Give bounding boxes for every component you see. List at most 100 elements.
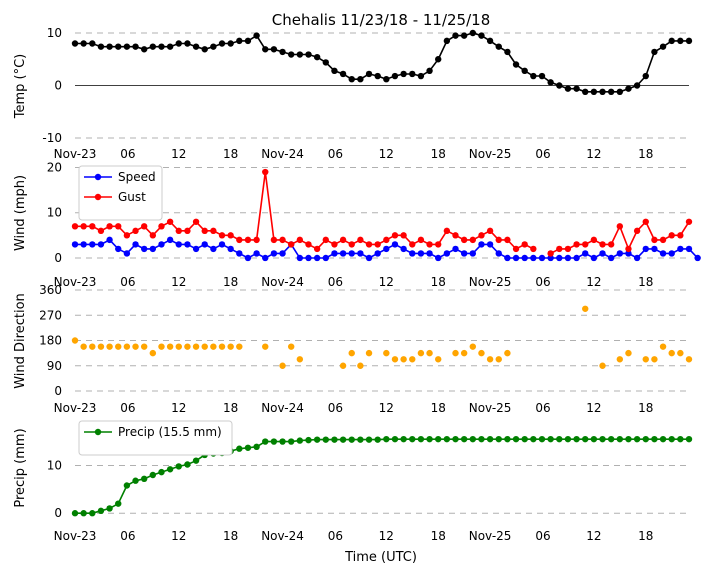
data-point [478, 232, 485, 239]
x-tick-label: Nov-23 [54, 275, 97, 289]
data-point [331, 250, 338, 257]
data-point [383, 349, 390, 357]
data-point [305, 241, 312, 248]
data-point [556, 82, 563, 89]
data-point [564, 245, 572, 253]
data-point [175, 463, 182, 470]
data-point [443, 37, 451, 45]
data-point [192, 457, 200, 464]
data-point [573, 254, 580, 262]
x-tick-label: 12 [171, 147, 186, 161]
data-point [443, 435, 451, 443]
data-point [599, 362, 606, 369]
data-point [97, 343, 105, 350]
data-point [262, 343, 269, 350]
x-tick-label: 12 [171, 529, 186, 543]
data-point [115, 43, 122, 50]
data-point [253, 236, 260, 244]
data-point [287, 241, 295, 248]
data-point [590, 435, 598, 443]
x-tick-label: 12 [171, 401, 186, 415]
data-point [599, 88, 606, 96]
data-point [495, 236, 502, 244]
data-point [582, 250, 589, 257]
data-point [659, 250, 667, 257]
y-tick-label: 90 [47, 359, 62, 373]
data-point [417, 435, 425, 443]
data-point [313, 53, 321, 61]
data-point [383, 236, 390, 244]
data-point [71, 40, 79, 47]
data-point [132, 227, 139, 235]
data-point [677, 232, 684, 239]
data-point [409, 241, 416, 248]
data-point [97, 43, 105, 50]
data-point [348, 349, 355, 357]
x-tick-label: 18 [431, 275, 446, 289]
y-tick-label: 20 [47, 161, 62, 175]
x-tick-label: 12 [379, 147, 394, 161]
data-point [512, 245, 520, 253]
data-point [530, 72, 537, 80]
data-point [530, 435, 537, 443]
data-point [201, 227, 208, 235]
data-point [287, 438, 295, 445]
data-point [175, 227, 182, 235]
data-point [184, 227, 191, 235]
y-tick-label: 0 [54, 79, 62, 93]
data-point [374, 241, 381, 248]
data-point [296, 437, 304, 444]
data-point [452, 32, 459, 39]
data-point [166, 218, 174, 225]
data-point [383, 435, 390, 443]
data-point [668, 37, 675, 45]
precipitation-panel: 0 10 Precip (mm) Nov-23 06 12 18 Nov-24 06 12 18 No… [13, 420, 693, 543]
data-point [236, 236, 243, 244]
x-tick-label: 18 [223, 401, 238, 415]
data-point [391, 232, 399, 239]
data-point [469, 435, 477, 443]
x-tick-label: Nov-24 [261, 529, 304, 543]
data-point [486, 227, 494, 235]
data-point [486, 37, 494, 45]
data-point [313, 245, 321, 253]
data-point [123, 482, 131, 489]
data-point [417, 72, 425, 80]
data-point [391, 356, 399, 363]
data-point [460, 250, 468, 257]
data-point [244, 254, 252, 262]
data-point [158, 223, 165, 230]
data-point [218, 232, 226, 239]
data-point [71, 510, 79, 517]
data-point [158, 43, 165, 50]
data-point [651, 435, 658, 443]
data-point [452, 245, 459, 253]
data-point [123, 343, 131, 350]
data-point [80, 241, 87, 248]
data-point [538, 254, 546, 262]
y-tick-label: 0 [54, 506, 62, 520]
data-point [426, 250, 433, 257]
data-point [236, 250, 243, 257]
data-point [339, 362, 347, 369]
data-point [616, 223, 624, 230]
x-tick-label: 06 [328, 275, 343, 289]
data-point [400, 435, 407, 443]
x-tick-label: Nov-25 [469, 529, 512, 543]
data-point [322, 436, 329, 443]
data-point [106, 43, 113, 50]
x-tick-label: Nov-25 [469, 147, 512, 161]
data-point [244, 444, 252, 451]
data-point [89, 343, 96, 350]
data-point [590, 88, 598, 96]
data-point [668, 232, 675, 239]
data-point [460, 236, 468, 244]
data-point [409, 435, 416, 443]
data-point [677, 37, 684, 45]
data-point [80, 343, 87, 350]
y-tick-label: 0 [54, 251, 62, 265]
data-point [556, 435, 563, 443]
data-point [218, 241, 226, 248]
x-tick-label: Nov-25 [469, 275, 512, 289]
